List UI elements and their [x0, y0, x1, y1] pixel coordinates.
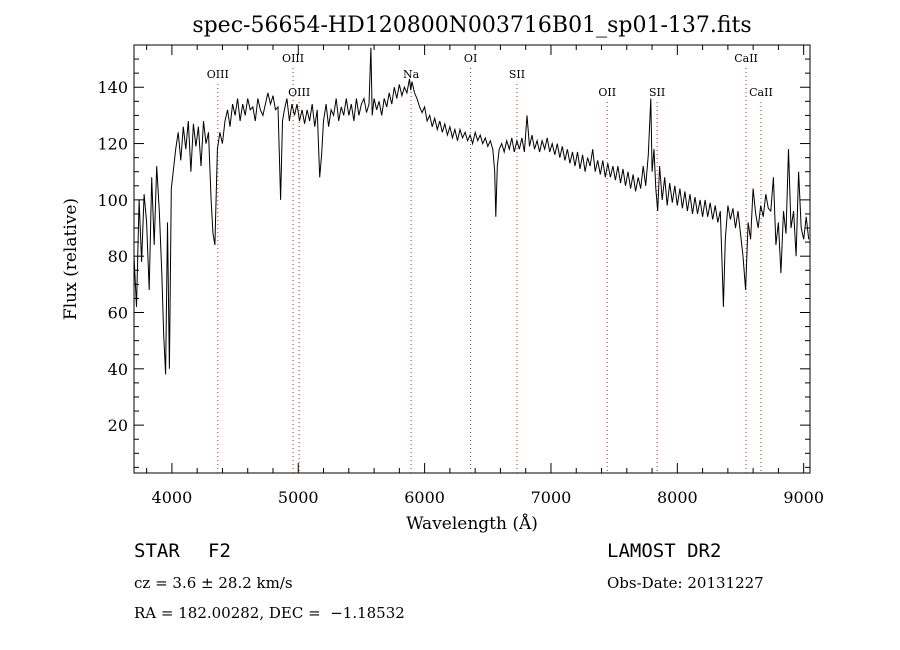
y-tick-label: 60: [108, 304, 128, 323]
flux-series-line: [133, 47, 810, 375]
y-tick-label: 40: [108, 360, 128, 379]
y-tick-label: 120: [97, 135, 128, 154]
x-tick-label: 9000: [783, 488, 824, 507]
survey-name: LAMOST DR2: [607, 540, 722, 562]
spectral-line-label: OIII: [288, 86, 310, 99]
spectral-line-label: Na: [403, 68, 420, 81]
spectral-line-label: CaII: [749, 86, 773, 99]
plot-frame: [133, 44, 811, 474]
spectral-line-label: SII: [509, 68, 525, 81]
y-axis-label: Flux (relative): [61, 198, 81, 320]
y-tick-label: 80: [108, 247, 128, 266]
chart-title: spec-56654-HD120800N003716B01_sp01-137.f…: [192, 13, 751, 38]
spectral-line-label: SII: [649, 86, 665, 99]
object-type: STAR: [134, 540, 180, 562]
obs-date-text: Obs-Date: 20131227: [607, 574, 764, 592]
spectral-line-label: OIII: [282, 52, 304, 65]
spectral-line-label: OI: [464, 52, 477, 65]
spectral-line-label: CaII: [734, 52, 758, 65]
x-tick-label: 4000: [152, 488, 193, 507]
coordinates-text: RA = 182.00282, DEC = −1.18532: [134, 604, 405, 622]
redshift-text: cz = 3.6 ± 28.2 km/s: [134, 574, 293, 592]
spectral-subclass: F2: [208, 540, 231, 562]
spectral-line-label: OII: [598, 86, 616, 99]
y-tick-label: 140: [97, 78, 128, 97]
x-tick-label: 7000: [531, 488, 572, 507]
x-tick-label: 6000: [404, 488, 445, 507]
x-tick-label: 5000: [278, 488, 319, 507]
y-tick-label: 20: [108, 416, 128, 435]
y-tick-label: 100: [97, 191, 128, 210]
x-tick-label: 8000: [657, 488, 698, 507]
spectral-line-label: OIII: [207, 68, 229, 81]
x-axis-label: Wavelength (Å): [406, 513, 538, 534]
